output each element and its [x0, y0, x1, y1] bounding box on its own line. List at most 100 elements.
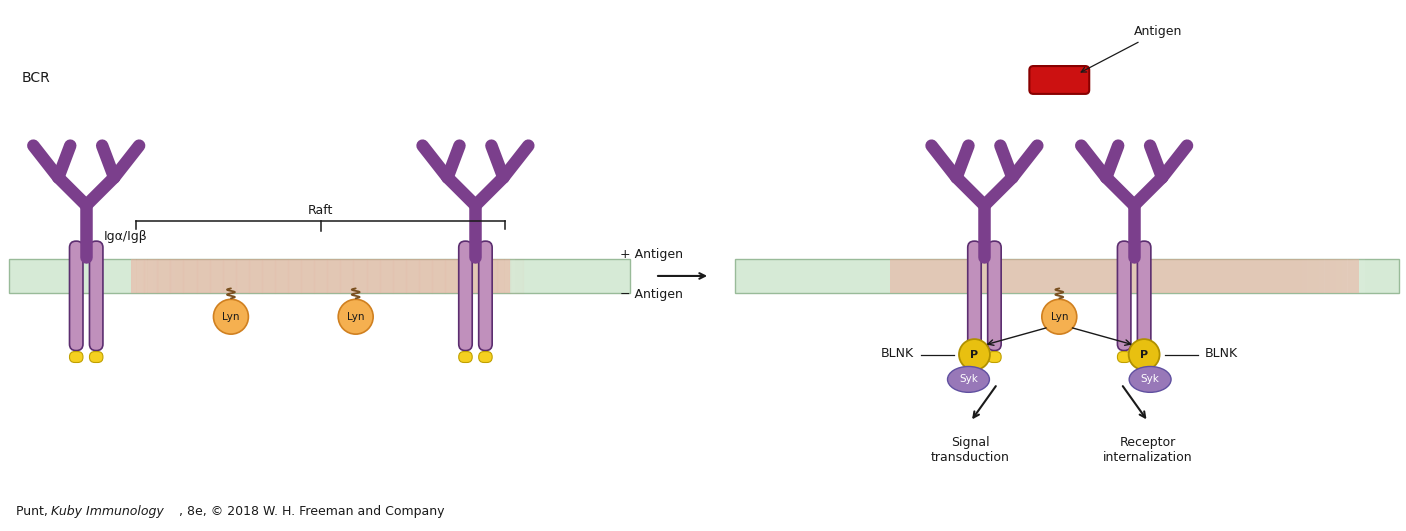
FancyBboxPatch shape — [69, 241, 83, 350]
Bar — [249, 259, 262, 293]
Bar — [461, 259, 465, 293]
Bar — [1308, 259, 1313, 293]
Bar — [1302, 259, 1308, 293]
Bar — [131, 259, 510, 293]
Bar — [148, 259, 153, 293]
Bar — [153, 259, 159, 293]
Bar — [735, 259, 1399, 293]
Circle shape — [959, 339, 990, 370]
Bar — [510, 259, 523, 293]
Bar — [499, 259, 505, 293]
FancyBboxPatch shape — [458, 241, 472, 350]
Bar — [236, 259, 249, 293]
Bar — [444, 259, 458, 293]
Bar — [1353, 259, 1360, 293]
Bar — [170, 259, 174, 293]
Text: , 8e, © 2018 W. H. Freeman and Company: , 8e, © 2018 W. H. Freeman and Company — [179, 504, 444, 518]
Bar — [505, 259, 510, 293]
Text: Receptor
internalization: Receptor internalization — [1104, 435, 1192, 464]
Circle shape — [1042, 299, 1077, 334]
Circle shape — [1129, 339, 1160, 370]
Bar — [209, 259, 222, 293]
Bar — [465, 259, 471, 293]
Bar — [176, 259, 180, 293]
FancyBboxPatch shape — [1029, 66, 1090, 94]
Text: P: P — [1140, 349, 1149, 359]
FancyBboxPatch shape — [478, 352, 492, 363]
Bar — [890, 259, 1358, 293]
Text: Syk: Syk — [1140, 374, 1160, 384]
Text: Antigen: Antigen — [1081, 25, 1182, 72]
Text: Kuby Immunology: Kuby Immunology — [51, 504, 165, 518]
Bar — [136, 259, 142, 293]
Text: Punt,: Punt, — [17, 504, 52, 518]
Text: Syk: Syk — [959, 374, 979, 384]
Bar — [1285, 259, 1291, 293]
Text: Lyn: Lyn — [222, 312, 239, 322]
Bar — [1358, 259, 1365, 293]
Bar — [510, 259, 516, 293]
Ellipse shape — [948, 366, 990, 392]
FancyBboxPatch shape — [90, 352, 103, 363]
Ellipse shape — [1129, 366, 1171, 392]
Bar — [419, 259, 432, 293]
Bar — [314, 259, 328, 293]
FancyBboxPatch shape — [458, 352, 472, 363]
Bar — [222, 259, 236, 293]
Bar — [1279, 259, 1285, 293]
Bar — [142, 259, 148, 293]
Bar — [159, 259, 165, 293]
Bar — [1341, 259, 1347, 293]
Bar — [131, 259, 145, 293]
Bar — [477, 259, 482, 293]
Text: Signal
transduction: Signal transduction — [931, 435, 1010, 464]
Bar — [183, 259, 197, 293]
Text: − Antigen: − Antigen — [620, 288, 683, 301]
Text: Igα/Igβ: Igα/Igβ — [104, 230, 148, 243]
Bar — [432, 259, 444, 293]
FancyBboxPatch shape — [967, 241, 981, 350]
FancyBboxPatch shape — [90, 241, 103, 350]
Text: BLNK: BLNK — [882, 347, 914, 360]
Bar — [145, 259, 157, 293]
Text: + Antigen: + Antigen — [620, 248, 683, 261]
Bar — [10, 259, 630, 293]
Bar — [471, 259, 484, 293]
Text: P: P — [970, 349, 979, 359]
Bar — [301, 259, 314, 293]
Bar — [367, 259, 380, 293]
FancyBboxPatch shape — [69, 352, 83, 363]
Bar — [484, 259, 498, 293]
FancyBboxPatch shape — [1137, 352, 1152, 363]
Text: Lyn: Lyn — [347, 312, 364, 322]
Bar — [181, 259, 186, 293]
Text: Raft: Raft — [308, 204, 333, 217]
Bar — [406, 259, 419, 293]
Bar — [1330, 259, 1336, 293]
Bar — [165, 259, 169, 293]
Bar — [482, 259, 488, 293]
Bar — [262, 259, 276, 293]
Bar — [1324, 259, 1330, 293]
Bar — [494, 259, 499, 293]
Bar — [1347, 259, 1354, 293]
FancyBboxPatch shape — [1118, 352, 1130, 363]
Circle shape — [214, 299, 249, 334]
Circle shape — [339, 299, 373, 334]
FancyBboxPatch shape — [987, 352, 1001, 363]
Bar — [392, 259, 406, 293]
Text: BCR: BCR — [21, 71, 51, 85]
Bar — [197, 259, 209, 293]
Bar — [380, 259, 392, 293]
FancyBboxPatch shape — [987, 241, 1001, 350]
Bar — [276, 259, 288, 293]
Text: Lyn: Lyn — [1050, 312, 1069, 322]
Bar — [471, 259, 477, 293]
Bar — [1296, 259, 1302, 293]
FancyBboxPatch shape — [1118, 241, 1130, 350]
Bar — [498, 259, 510, 293]
Bar — [131, 259, 136, 293]
Bar — [340, 259, 353, 293]
Bar — [170, 259, 183, 293]
Bar — [1319, 259, 1324, 293]
